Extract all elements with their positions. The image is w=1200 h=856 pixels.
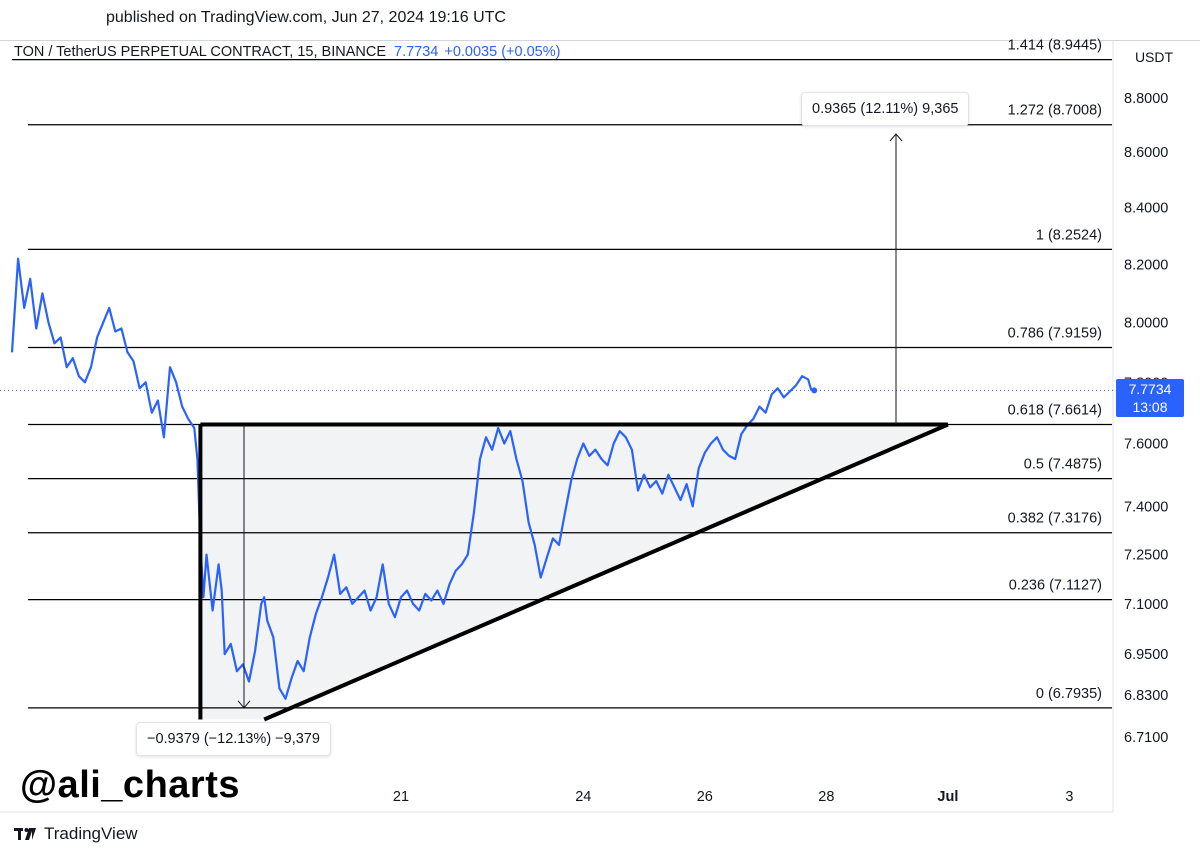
x-tick-label: 3: [1065, 789, 1073, 805]
y-tick-label: 7.6000: [1124, 436, 1168, 452]
fib-level-label: 0.236 (7.1127): [1009, 578, 1102, 594]
last-price: 7.7734: [394, 44, 439, 60]
y-tick-label: 6.9500: [1124, 647, 1168, 663]
fib-level-label: 1.272 (8.7008): [1008, 103, 1102, 119]
y-tick-label: 8.4000: [1124, 201, 1168, 217]
measure-up-arrowhead: [889, 133, 903, 142]
symbol-header: TON / TetherUS PERPETUAL CONTRACT, 15, B…: [14, 44, 560, 60]
measure-down-arrowhead: [237, 700, 251, 709]
y-tick-label: 7.1000: [1124, 597, 1168, 613]
y-tick-label: 7.4000: [1124, 499, 1168, 515]
x-tick-label: 24: [575, 789, 591, 805]
fib-level-label: 0 (6.7935): [1036, 686, 1102, 702]
fib-level-label: 0.618 (7.6614): [1008, 403, 1102, 419]
y-tick-label: 6.7100: [1124, 730, 1168, 746]
fib-level-label: 0.382 (7.3176): [1008, 511, 1102, 527]
y-tick-label: 8.8000: [1124, 91, 1168, 107]
last-price-tag: 7.7734 13:08: [1116, 379, 1184, 417]
x-tick-label: 21: [393, 789, 409, 805]
fib-level-label: 1.414 (8.9445): [1008, 38, 1102, 54]
tradingview-logo-icon: [14, 828, 36, 840]
y-tick-label: 6.8300: [1124, 688, 1168, 704]
y-tick-label: 8.0000: [1124, 316, 1168, 332]
tradingview-brand: TradingView: [44, 824, 138, 843]
header-divider: [0, 40, 1200, 41]
x-tick-label: 28: [818, 789, 834, 805]
fib-level-label: 1 (8.2524): [1036, 227, 1102, 243]
author-watermark: @ali_charts: [20, 764, 240, 806]
last-price-tag-value: 7.7734: [1128, 381, 1172, 397]
symbol-name[interactable]: TON / TetherUS PERPETUAL CONTRACT, 15, B…: [14, 44, 386, 60]
bar-countdown: 13:08: [1132, 399, 1168, 415]
triangle-support-line[interactable]: [263, 422, 949, 722]
y-tick-label: 7.2500: [1124, 548, 1168, 564]
triangle-fill: [200, 424, 948, 720]
x-tick-label: Jul: [937, 789, 958, 805]
y-tick-label: 8.6000: [1124, 145, 1168, 161]
fib-level-label: 0.786 (7.9159): [1008, 326, 1102, 342]
x-tick-label: 26: [697, 789, 713, 805]
measure-down-label: −0.9379 (−12.13%) −9,379: [136, 722, 331, 756]
fib-level-label: 0.5 (7.4875): [1024, 457, 1102, 473]
y-tick-label: 8.2000: [1124, 257, 1168, 273]
price-series-line[interactable]: [10, 257, 815, 700]
measure-up-label: 0.9365 (12.11%) 9,365: [801, 92, 970, 126]
price-change: +0.0035 (+0.05%): [444, 44, 561, 60]
currency-label[interactable]: USDT: [1134, 49, 1174, 65]
tradingview-footer: TradingView: [14, 824, 138, 844]
last-price-dot: [811, 387, 818, 394]
published-caption: published on TradingView.com, Jun 27, 20…: [106, 9, 506, 26]
